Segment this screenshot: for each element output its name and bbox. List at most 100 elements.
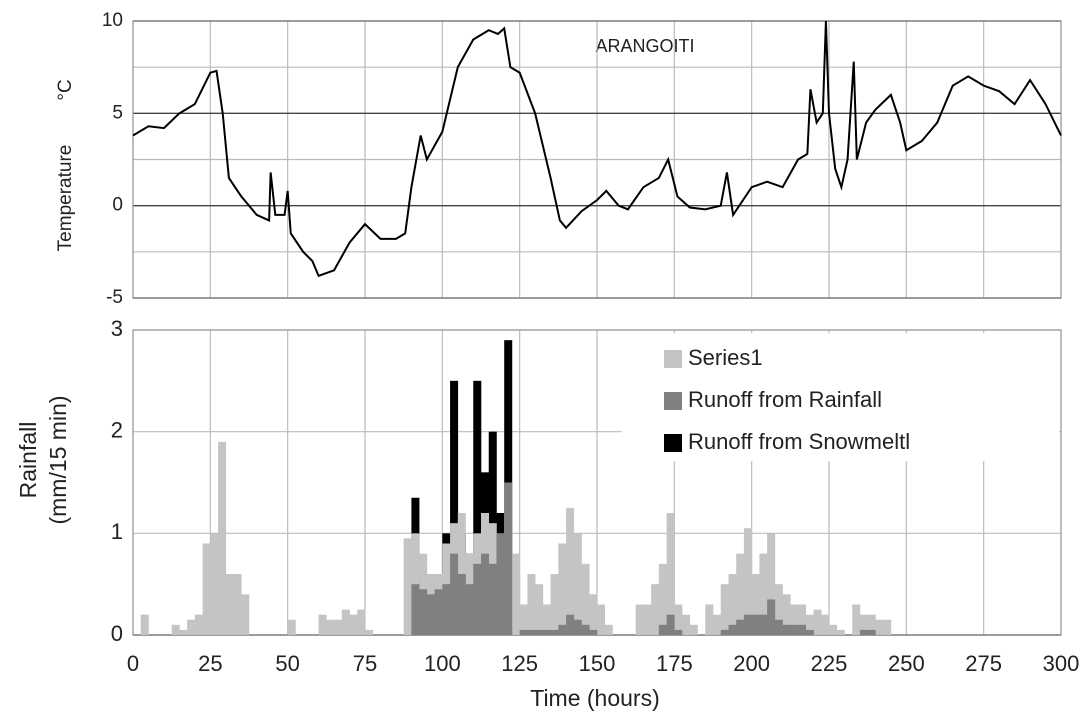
bar [743, 614, 752, 635]
bar [179, 629, 188, 635]
bar [767, 533, 776, 635]
bar [805, 614, 814, 635]
bar [558, 543, 567, 635]
bar [241, 594, 250, 635]
bar [813, 609, 822, 635]
bar [790, 624, 799, 635]
legend-swatch [664, 434, 682, 452]
legend-label: Runoff from Rainfall [688, 387, 882, 412]
y-axis-label: Rainfall [15, 422, 41, 499]
x-tick-label: 125 [501, 651, 538, 676]
bar [496, 533, 505, 635]
bar [403, 538, 412, 635]
bar [558, 624, 567, 635]
bar [581, 563, 590, 635]
bar [751, 574, 760, 635]
bar [411, 533, 420, 635]
bar [597, 604, 606, 635]
bar [573, 619, 582, 635]
legend-label: Runoff from Snowmeltl [688, 429, 910, 454]
bar [511, 553, 520, 635]
bar [488, 563, 497, 635]
bar [658, 563, 667, 635]
bar [643, 604, 652, 635]
bar [202, 543, 211, 635]
x-tick-label: 250 [888, 651, 925, 676]
bar [527, 629, 536, 635]
bar [194, 614, 203, 635]
bar [218, 441, 227, 635]
bar [782, 594, 791, 635]
bar [720, 584, 729, 635]
bar [736, 553, 745, 635]
bar [581, 624, 590, 635]
bar [859, 629, 868, 635]
temperature-line [132, 20, 1062, 278]
bar [759, 553, 768, 635]
bar [883, 619, 892, 635]
bar [635, 604, 644, 635]
bar [705, 604, 714, 635]
bar [426, 594, 435, 635]
legend-label: Series1 [688, 345, 763, 370]
bar [720, 629, 729, 635]
x-tick-label: 75 [353, 651, 377, 676]
bar [728, 624, 737, 635]
y-tick-label: 5 [112, 102, 123, 123]
bar [798, 604, 807, 635]
bar [658, 624, 667, 635]
bar [674, 629, 683, 635]
bar [713, 614, 722, 635]
bar [357, 609, 366, 635]
x-tick-label: 175 [656, 651, 693, 676]
bar [829, 624, 838, 635]
bar [875, 619, 884, 635]
bar [566, 507, 575, 635]
y-tick-label: 0 [111, 621, 123, 646]
bar [805, 629, 814, 635]
bar [767, 599, 776, 635]
bar [473, 380, 482, 635]
bar [519, 629, 528, 635]
bar [140, 614, 149, 635]
bar [728, 574, 737, 635]
bar [334, 619, 343, 635]
bar [751, 614, 760, 635]
y-tick-label: -5 [106, 287, 123, 308]
bar [682, 614, 691, 635]
y-axis-unit: °C [55, 79, 76, 100]
bar [519, 604, 528, 635]
bar [689, 624, 698, 635]
y-tick-label: 10 [102, 10, 123, 31]
bar [171, 624, 180, 635]
bar [782, 624, 791, 635]
y-tick-label: 3 [111, 316, 123, 341]
bar [481, 553, 490, 635]
bar [666, 513, 675, 635]
bar [535, 629, 544, 635]
y-tick-label: 2 [111, 417, 123, 442]
bar [651, 584, 660, 635]
bar [589, 629, 598, 635]
y-tick-label: 1 [111, 519, 123, 544]
x-tick-label: 225 [811, 651, 848, 676]
y-tick-label: 0 [112, 195, 123, 216]
bar [233, 574, 242, 635]
bar [542, 629, 551, 635]
plot-frame [132, 20, 1062, 299]
bar [411, 584, 420, 635]
x-axis-label: Time (hours) [530, 685, 660, 711]
bar [457, 574, 466, 635]
panel: 0 25 50 75 100 125 150 175 200 225 250 275 300 0 1 2 3 Se… [111, 316, 1080, 676]
bar [790, 604, 799, 635]
y-axis-label: Temperature [55, 145, 76, 252]
bar [736, 619, 745, 635]
y-axis-label: (mm/15 min) [45, 395, 71, 524]
x-tick-label: 150 [579, 651, 616, 676]
x-tick-label: 50 [275, 651, 299, 676]
bar [759, 614, 768, 635]
bar [365, 629, 374, 635]
bar [210, 533, 219, 635]
bar [450, 553, 459, 635]
